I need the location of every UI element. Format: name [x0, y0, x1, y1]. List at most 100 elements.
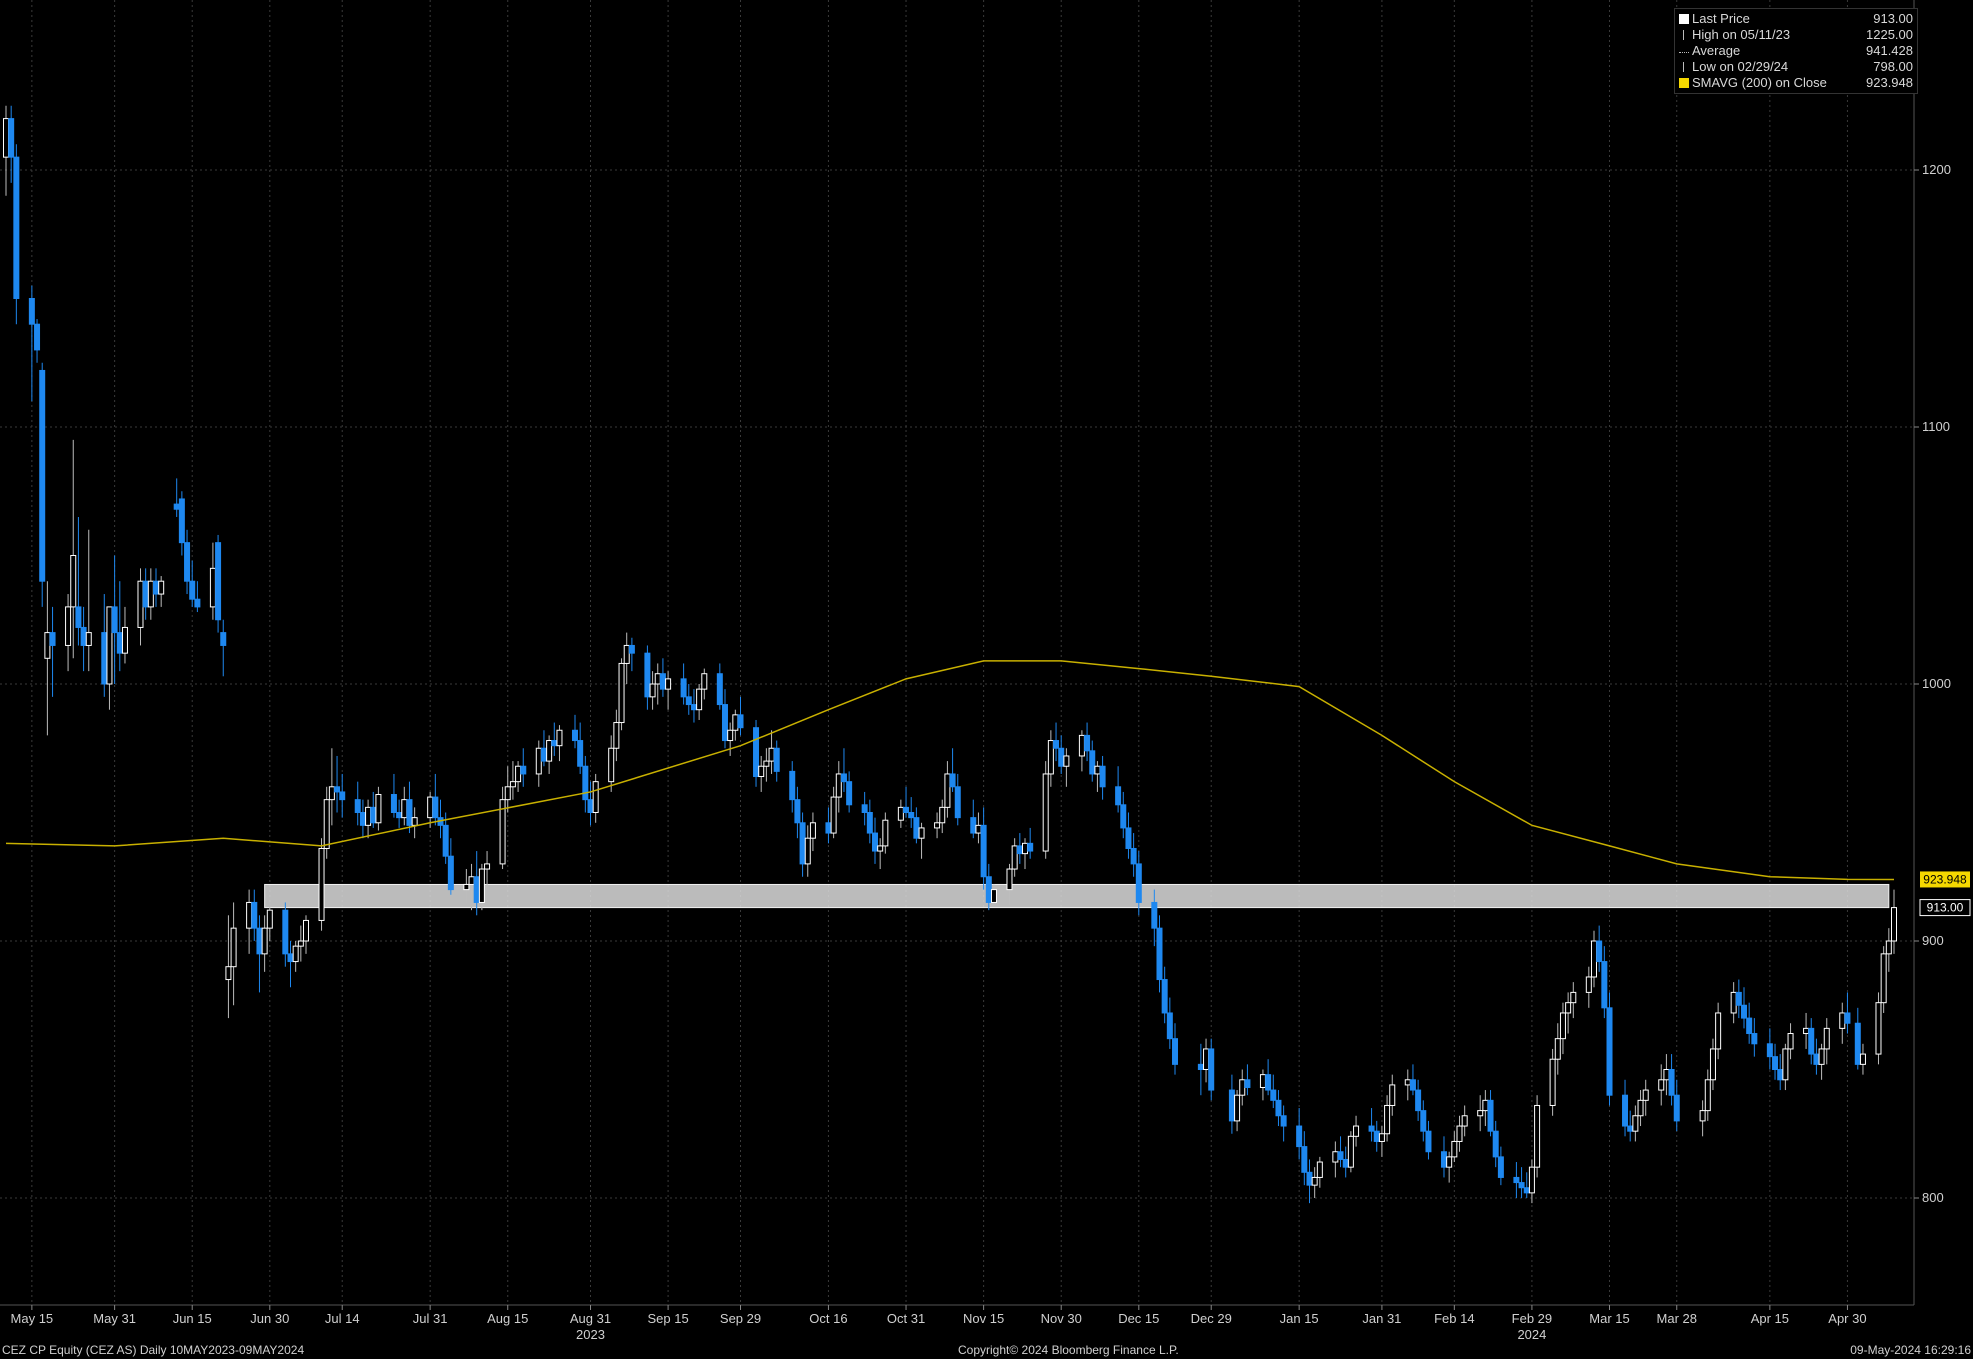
candle-up: [1461, 1115, 1468, 1127]
candle-down: [354, 799, 361, 814]
candle-up: [990, 889, 997, 903]
candle-down: [1668, 1069, 1675, 1096]
candle-down: [39, 369, 46, 582]
candle-up: [1259, 1074, 1266, 1088]
candle-up: [1803, 1027, 1810, 1035]
candle-down: [721, 704, 728, 742]
candle-up: [809, 822, 816, 839]
candle-down: [1115, 786, 1122, 806]
x-tick-label: Jun 15: [173, 1311, 212, 1326]
candle-down: [194, 598, 201, 608]
candle-down: [1125, 827, 1132, 849]
candle-down: [825, 822, 832, 834]
candle-up: [758, 765, 765, 778]
candle-up: [1663, 1069, 1670, 1081]
candle-down: [1275, 1099, 1282, 1117]
candle-down: [1673, 1094, 1680, 1122]
candle-up: [732, 714, 739, 731]
candle-down: [520, 765, 527, 775]
year-label: 2024: [1517, 1327, 1546, 1342]
candle-up: [944, 773, 951, 808]
candle-up: [297, 940, 304, 947]
candle-up: [44, 632, 51, 659]
candle-down: [359, 812, 366, 826]
candle-down: [840, 773, 847, 783]
candle-up: [261, 927, 268, 955]
low-marker-icon: [1683, 62, 1689, 72]
price-tags: 923.948 913.00: [1919, 871, 1971, 917]
candle-up: [882, 819, 889, 847]
candle-down: [1746, 1017, 1753, 1035]
candle-down: [473, 876, 480, 903]
candle-down: [432, 796, 439, 819]
candle-down: [866, 812, 873, 834]
candle-up: [478, 868, 485, 903]
candle-up: [509, 781, 516, 788]
candle-down: [80, 626, 87, 646]
candle-down: [1601, 961, 1608, 1009]
candle-down: [370, 806, 377, 824]
legend-label: Last Price: [1692, 11, 1750, 26]
candle-down: [28, 298, 35, 325]
candle-up: [608, 747, 615, 783]
candle-down: [1296, 1125, 1303, 1148]
candle-up: [1704, 1079, 1711, 1112]
candle-down: [1058, 747, 1065, 767]
candle-down: [1151, 901, 1158, 929]
candle-down: [903, 806, 910, 813]
candle-down: [1440, 1151, 1447, 1168]
candle-down: [577, 740, 584, 767]
candle-up: [665, 678, 672, 690]
candle-up: [897, 806, 904, 821]
candle-down: [1265, 1074, 1272, 1091]
candle-up: [365, 806, 372, 826]
candle-up: [1839, 1012, 1846, 1029]
candle-down: [551, 740, 558, 747]
candle-down: [582, 765, 589, 801]
x-tick-label: Oct 31: [887, 1311, 925, 1326]
candle-up: [546, 740, 553, 762]
candle-up: [137, 580, 144, 628]
candle-down: [34, 323, 41, 351]
candle-up: [1637, 1099, 1644, 1117]
x-tick-label: Aug 15: [487, 1311, 528, 1326]
candle-down: [1854, 1022, 1861, 1065]
legend-label: High on 05/11/23: [1692, 27, 1791, 42]
candle-down: [220, 632, 227, 646]
candle-down: [173, 503, 180, 510]
support-zone-box: [264, 883, 1890, 909]
candle-down: [1735, 991, 1742, 1006]
candle-down: [737, 714, 744, 729]
footer-copyright: Copyright© 2024 Bloomberg Finance L.P.: [958, 1343, 1179, 1357]
candle-down: [334, 786, 341, 793]
candle-up: [804, 837, 811, 865]
candle-down: [8, 118, 15, 158]
legend-row-sma: SMAVG (200) on Close 923.948: [1679, 75, 1913, 91]
last-price-tag: 913.00: [1919, 899, 1971, 917]
x-tick-label: Oct 16: [809, 1311, 847, 1326]
candle-down: [949, 773, 956, 788]
legend-label: Average: [1692, 43, 1741, 58]
candle-down: [908, 812, 915, 819]
candle-up: [1528, 1166, 1535, 1194]
candle-down: [1301, 1146, 1308, 1173]
candle-down: [1228, 1089, 1235, 1122]
candle-down: [1409, 1079, 1416, 1091]
candle-down: [1373, 1130, 1380, 1142]
candle-up: [468, 876, 475, 885]
candle-up: [292, 945, 299, 963]
candle-up: [1699, 1110, 1706, 1122]
candle-up: [649, 683, 656, 698]
candle-up: [1534, 1104, 1541, 1168]
candle-up: [556, 729, 563, 747]
x-tick-label: Jul 14: [325, 1311, 360, 1326]
x-tick-label: Apr 15: [1751, 1311, 1789, 1326]
x-axis: May 15 May 31 Jun 15 Jun 30 Jul 14 Jul 31 Aug …: [11, 1305, 1867, 1342]
candle-up: [1378, 1133, 1385, 1142]
candle-down: [178, 498, 185, 544]
x-tick-label: Mar 28: [1657, 1311, 1697, 1326]
candle-down: [1172, 1038, 1179, 1065]
candle-up: [1203, 1048, 1210, 1070]
candle-up: [1078, 734, 1085, 757]
candle-down: [954, 786, 961, 819]
